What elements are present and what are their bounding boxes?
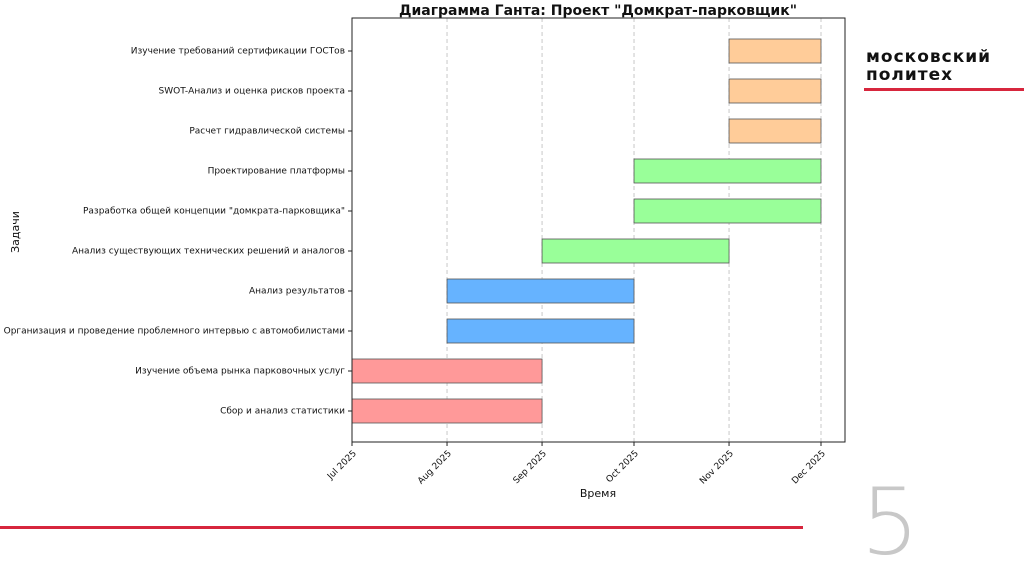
y-tick-label: Организация и проведение проблемного инт…: [4, 327, 346, 337]
y-tick-label: Анализ результатов: [249, 287, 345, 297]
plot-frame: [351, 17, 846, 443]
y-tick-label: Анализ существующих технических решений …: [72, 247, 345, 257]
footer-rule: [0, 526, 803, 529]
y-axis-label: Задачи: [9, 211, 22, 253]
page-number: 5: [861, 469, 920, 574]
task-bar: [351, 398, 543, 424]
task-bar: [633, 198, 822, 224]
chart-title: Диаграмма Ганта: Проект "Домкрат-парковщ…: [399, 3, 797, 19]
task-bar: [633, 158, 822, 184]
y-tick-label: Изучение требований сертификации ГОСТов: [131, 47, 345, 57]
logo-line: политех: [866, 65, 953, 85]
y-tick-label: Изучение объема рынка парковочных услуг: [135, 367, 345, 377]
y-tick-label: Разработка общей концепции "домкрата-пар…: [83, 207, 345, 217]
x-axis-label: Время: [580, 487, 616, 500]
task-bar: [728, 78, 822, 104]
task-bar: [728, 38, 822, 64]
logo-line: московский: [866, 47, 991, 67]
task-bar: [728, 118, 822, 144]
y-tick-label: Расчет гидравлической системы: [189, 127, 345, 137]
logo-rule: [864, 88, 1024, 91]
y-tick-label: Сбор и анализ статистики: [220, 407, 345, 417]
task-bar: [351, 358, 543, 384]
task-bar: [541, 238, 730, 264]
task-bar: [446, 278, 635, 304]
task-bar: [446, 318, 635, 344]
y-tick-label: Проектирование платформы: [208, 167, 345, 177]
y-tick-label: SWOT-Анализ и оценка рисков проекта: [159, 87, 345, 97]
